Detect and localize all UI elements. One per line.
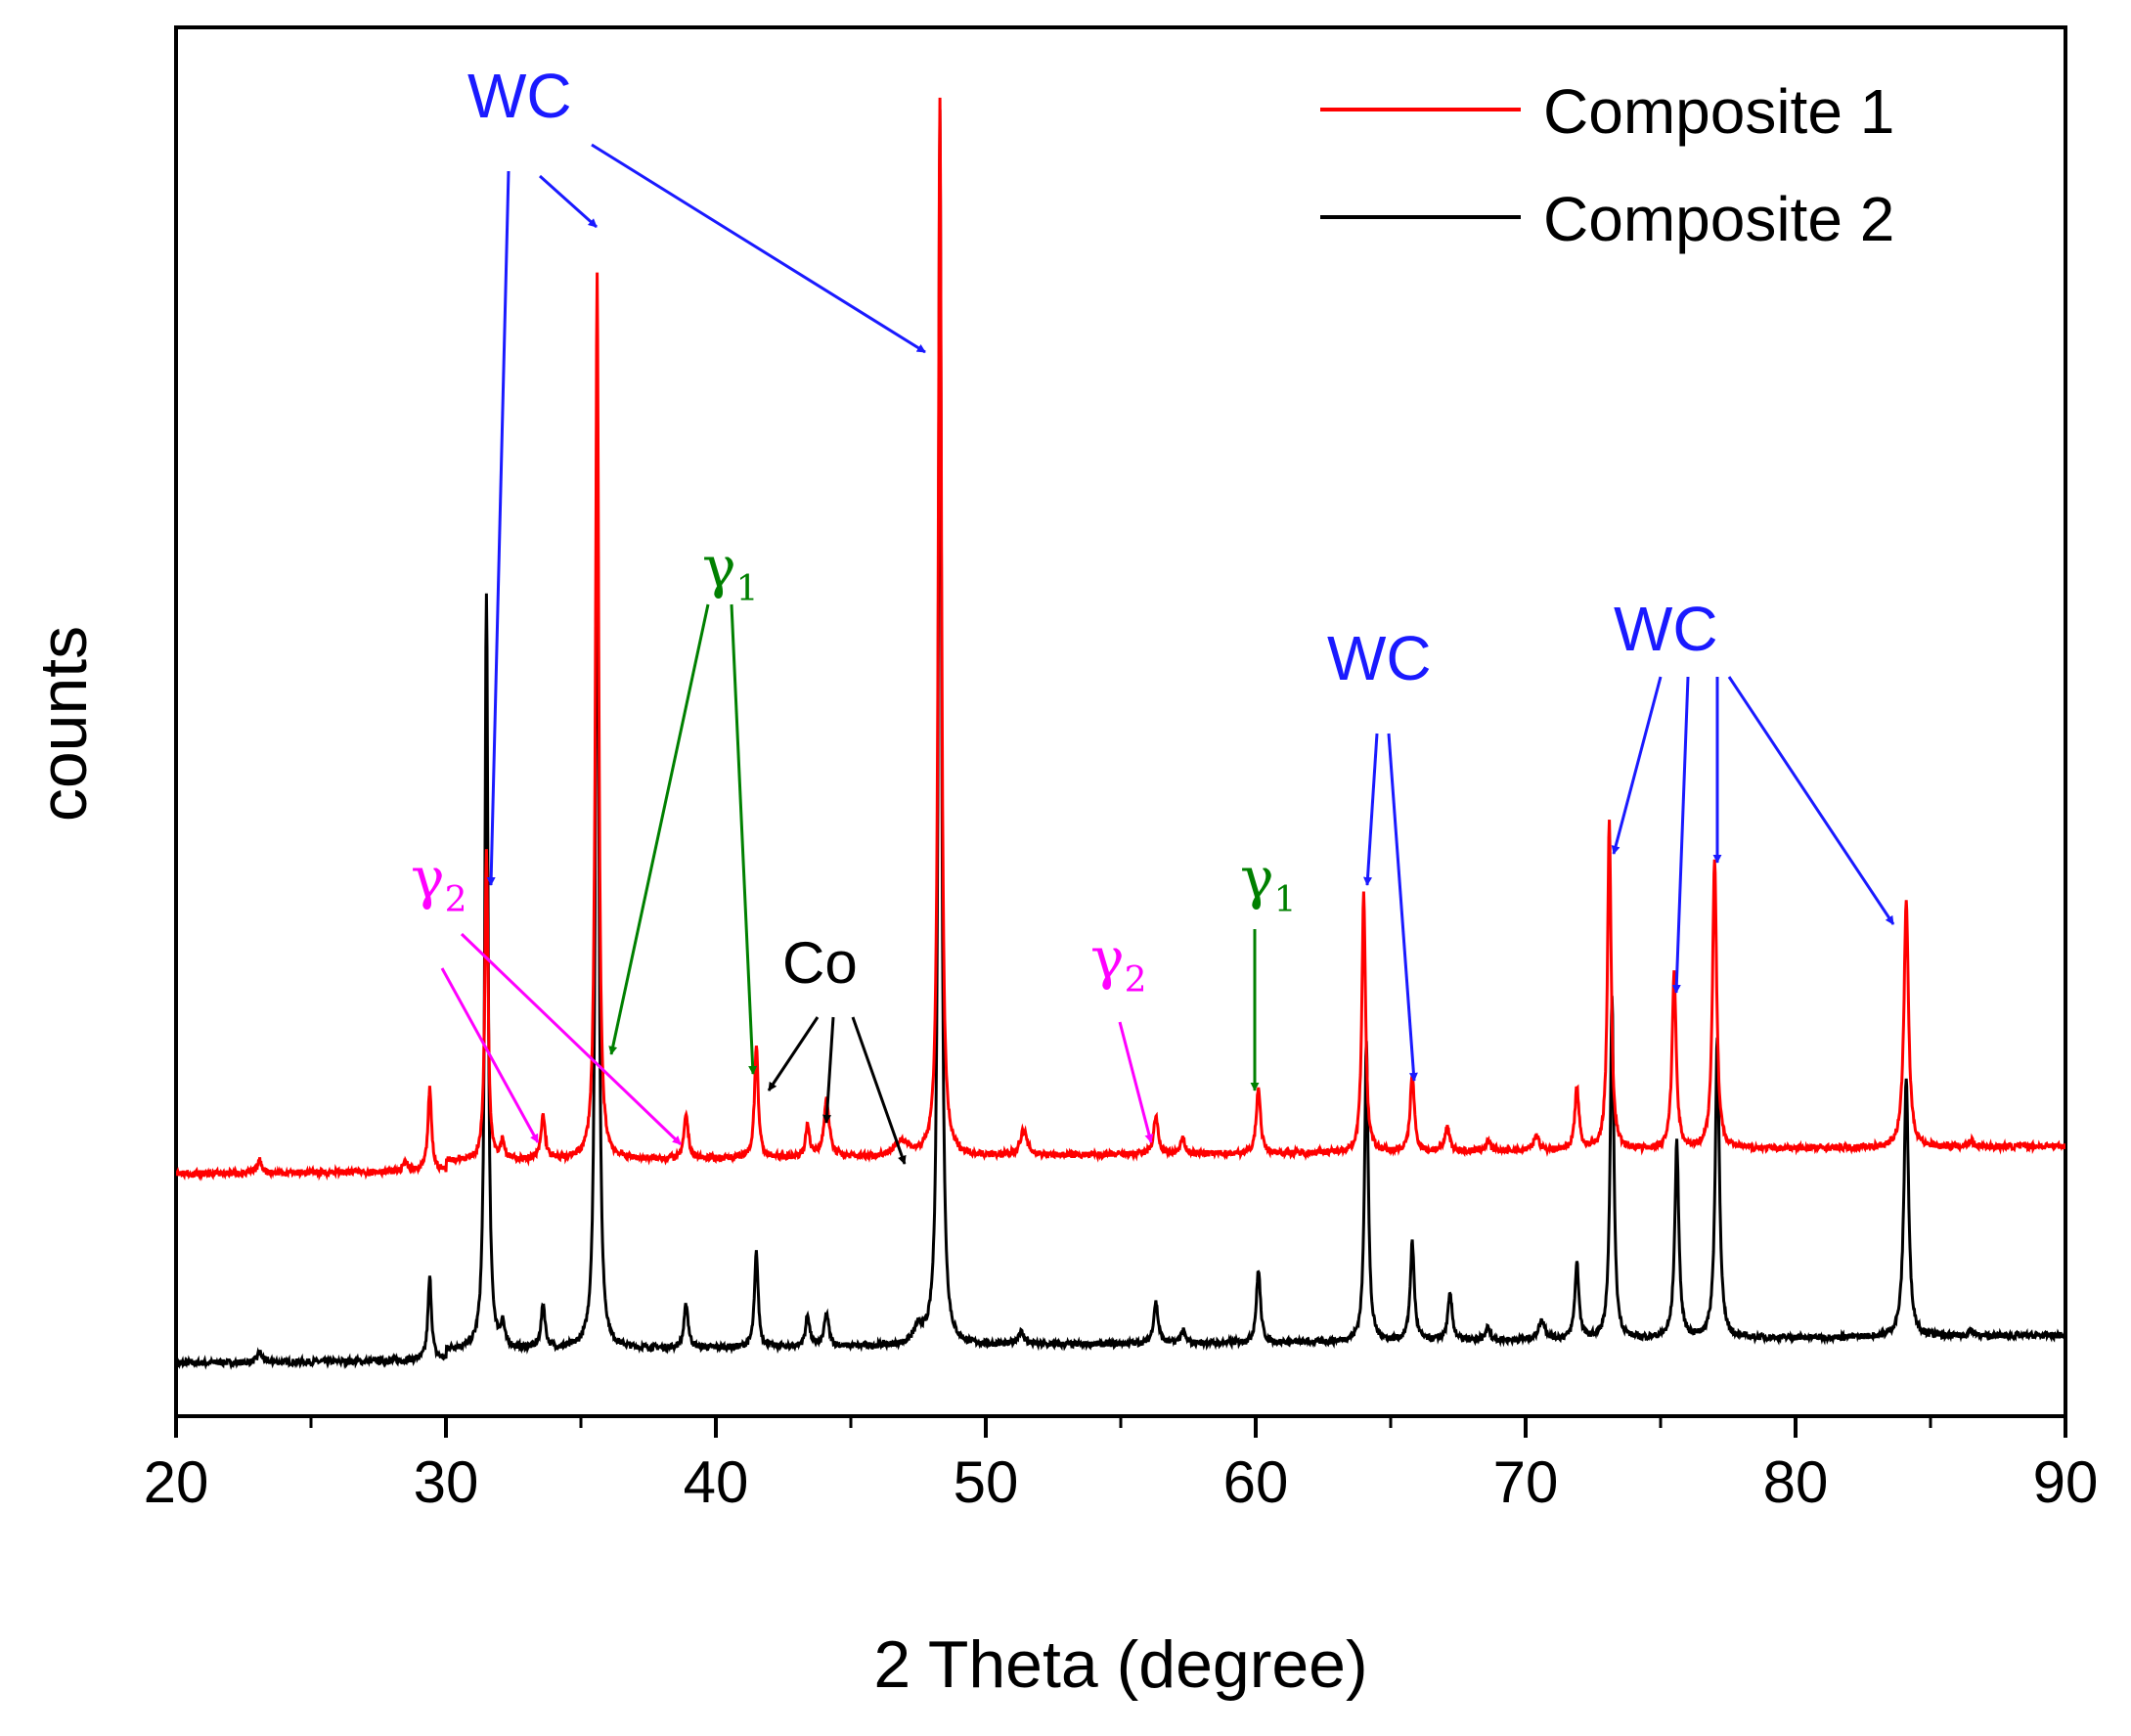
arrow-wc-35 — [538, 174, 599, 229]
arrow-co-44 — [822, 1016, 835, 1124]
arrow-wc-48 — [591, 143, 926, 354]
arrow-gamma1-36 — [608, 603, 710, 1055]
x-tick-label: 60 — [1223, 1449, 1289, 1515]
legend-label-composite-1: Composite 1 — [1543, 76, 1894, 147]
x-tick-label: 30 — [414, 1449, 479, 1515]
annotation-gamma1-left: γ1 — [702, 534, 759, 609]
arrow-co-47 — [851, 1016, 907, 1165]
arrow-gamma2-56 — [1118, 1021, 1154, 1143]
arrow-wc-84 — [1727, 676, 1895, 925]
x-tick-label: 40 — [684, 1449, 749, 1515]
annotation-gamma1-right: γ1 — [1240, 845, 1297, 920]
annotation-wc-middle: WC — [1327, 623, 1432, 693]
x-axis-ticks: 20 30 40 50 60 70 80 90 — [144, 1416, 2099, 1515]
legend-label-composite-2: Composite 2 — [1543, 184, 1894, 254]
arrow-wc-65 — [1387, 733, 1418, 1082]
arrow-co-42 — [767, 1016, 820, 1091]
x-tick-label: 80 — [1763, 1449, 1829, 1515]
x-axis-label: 2 Theta (degree) — [873, 1627, 1367, 1702]
arrow-gamma2-39 — [460, 932, 683, 1146]
annotations: WC WC WC γ1 γ1 γ2 γ2 Co — [411, 61, 1895, 1165]
x-tick-label: 90 — [2033, 1449, 2099, 1515]
x-tick-label: 70 — [1493, 1449, 1559, 1515]
legend: Composite 1 Composite 2 — [1320, 76, 1894, 254]
annotation-co: Co — [782, 930, 858, 996]
arrow-wc-75 — [1671, 676, 1690, 994]
arrow-wc-31 — [486, 170, 511, 886]
arrow-wc-64 — [1363, 733, 1379, 886]
arrow-gamma2-33 — [440, 967, 540, 1143]
series-line-composite-1 — [176, 97, 2065, 1181]
arrow-gamma1-41 — [730, 603, 758, 1075]
y-axis-label: counts — [26, 626, 101, 822]
annotation-gamma2-right: γ2 — [1090, 925, 1147, 1001]
annotation-wc-right: WC — [1614, 594, 1718, 664]
annotation-wc-top: WC — [467, 61, 572, 131]
x-tick-label: 50 — [954, 1449, 1019, 1515]
arrow-wc-73 — [1611, 676, 1663, 855]
x-tick-label: 20 — [144, 1449, 209, 1515]
series-line-composite-2 — [176, 109, 2065, 1370]
series-group — [176, 97, 2065, 1370]
annotation-gamma2-left: γ2 — [411, 845, 467, 920]
